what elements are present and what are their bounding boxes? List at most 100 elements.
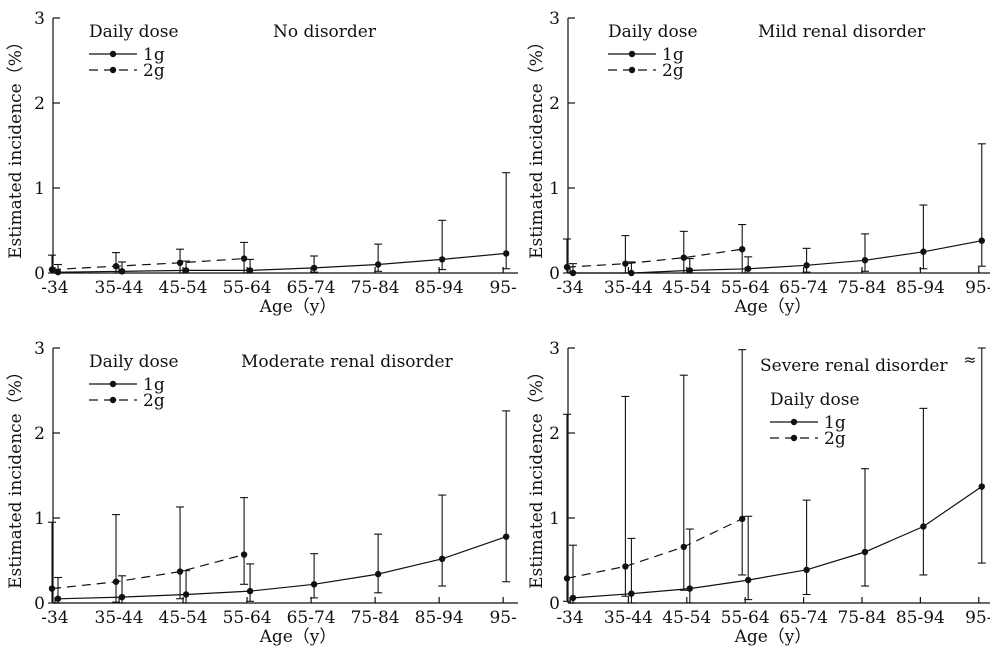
panel-title: No disorder (273, 22, 377, 42)
data-point (374, 261, 382, 268)
x-tick-label: 85-94 (896, 608, 945, 628)
data-point (112, 578, 120, 585)
data-point (502, 250, 510, 257)
legend-marker (109, 380, 117, 388)
data-point (48, 585, 56, 592)
x-tick-label: 95- (489, 608, 516, 628)
data-point (569, 269, 577, 277)
legend-label: 2g (824, 429, 846, 449)
panel-title: Moderate renal disorder (241, 352, 454, 372)
legend-marker (628, 50, 636, 58)
data-point (438, 555, 446, 562)
data-point (686, 585, 693, 592)
legend-title: Daily dose (770, 390, 860, 410)
legend-marker (109, 50, 117, 58)
x-tick-label: 35-44 (604, 278, 653, 298)
y-tick-label: 0 (34, 264, 45, 284)
series-line-2g (51, 258, 245, 271)
x-tick-label: -34 (556, 278, 583, 298)
y-tick-label: 3 (34, 9, 45, 29)
series-line-1g (57, 536, 507, 600)
legend-label: 2g (662, 61, 684, 81)
x-tick-label: 75-84 (351, 608, 400, 628)
y-tick-label: 3 (34, 339, 45, 359)
data-point (176, 259, 184, 266)
data-point (240, 255, 248, 262)
x-tick-label: 35-44 (604, 608, 653, 628)
x-tick-label: 45-54 (662, 608, 711, 628)
panel-no-disorder: 0 1 2 3 -34 35-44 45-54 55-64 65-74 75-84 85-94 95-… (6, 9, 518, 317)
data-point (54, 595, 62, 602)
legend-label: 2g (143, 391, 165, 411)
series-line-2g (566, 518, 743, 579)
data-point (48, 266, 56, 273)
data-point (622, 260, 629, 267)
legend-marker (109, 66, 117, 74)
series-line-1g (573, 240, 982, 274)
data-point (920, 523, 927, 530)
x-tick-label: -34 (556, 608, 583, 628)
y-tick-label: 1 (34, 509, 45, 529)
plot-layer: 0 1 2 3 -34 35-44 45-54 55-64 65-74 75-84 85-94 95-… (549, 9, 990, 298)
data-point (744, 265, 752, 272)
legend-marker (109, 396, 117, 404)
x-tick-label: 35-44 (95, 608, 144, 628)
panel-mild-renal-disorder: 0 1 2 3 -34 35-44 45-54 55-64 65-74 75-84 85-94 95-… (527, 9, 990, 317)
series-line-2g (51, 554, 245, 590)
y-tick-label: 2 (549, 94, 560, 114)
data-point (680, 543, 687, 551)
x-tick-label: 75-84 (837, 278, 886, 298)
y-tick-label: 3 (549, 9, 560, 29)
plot-layer: 0 1 2 3 -34 35-44 45-54 55-64 65-74 75-84 85-94 95-… (34, 9, 518, 298)
y-tick-label: 2 (34, 94, 45, 114)
x-tick-label: 55-64 (223, 278, 272, 298)
x-tick-label: 75-84 (837, 608, 886, 628)
data-point (182, 591, 190, 598)
plot-layer: 0 1 2 3 -34 35-44 45-54 55-64 65-74 75-84 85-94 95-… (549, 339, 990, 628)
y-axis-label: Estimated incidence（%） (527, 363, 547, 589)
data-point (978, 483, 985, 490)
x-axis-label: Age（y） (734, 627, 812, 647)
data-point (112, 263, 120, 270)
data-point (920, 248, 927, 255)
data-point (563, 263, 571, 271)
data-point (310, 264, 318, 272)
legend-marker (790, 418, 798, 426)
data-point (240, 551, 248, 558)
x-axis-label: Age（y） (734, 297, 812, 317)
x-tick-label: 65-74 (779, 278, 828, 298)
legend-label: 2g (143, 61, 165, 81)
legend-label: 1g (824, 413, 846, 433)
legend-title: Daily dose (608, 22, 698, 42)
data-point (176, 568, 184, 575)
data-point (246, 267, 254, 274)
legend-label: 1g (143, 45, 165, 65)
y-tick-label: 1 (549, 179, 560, 199)
series-line-2g (566, 248, 743, 268)
axis-break-mark: ≈ (963, 350, 976, 369)
data-point (978, 237, 985, 244)
panel-title: Mild renal disorder (758, 22, 926, 42)
y-tick-label: 3 (549, 339, 560, 359)
y-tick-label: 0 (34, 594, 45, 614)
data-point (686, 267, 693, 274)
x-tick-label: 45-54 (159, 608, 208, 628)
data-point (118, 593, 126, 601)
x-axis-label: Age（y） (259, 627, 337, 647)
y-tick-label: 1 (549, 509, 560, 529)
series-line-1g (572, 486, 983, 599)
y-axis-label: Estimated incidence（%） (527, 33, 547, 259)
legend-marker (790, 434, 798, 442)
y-tick-label: 0 (549, 594, 560, 614)
data-point (628, 590, 635, 597)
data-point (803, 262, 810, 269)
data-point (563, 575, 571, 582)
legend-label: 1g (143, 375, 165, 395)
x-tick-label: 65-74 (287, 278, 336, 298)
x-tick-label: 95- (489, 278, 516, 298)
x-tick-label: 55-64 (721, 608, 770, 628)
data-point (861, 257, 869, 264)
y-tick-label: 1 (34, 179, 45, 199)
x-axis-label: Age（y） (259, 297, 337, 317)
